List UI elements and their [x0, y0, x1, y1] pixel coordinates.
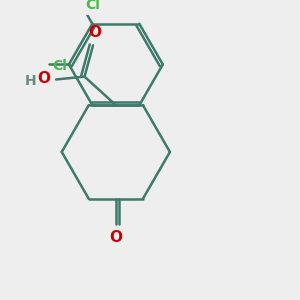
- Text: H: H: [25, 74, 37, 88]
- Text: Cl: Cl: [85, 0, 100, 12]
- Text: O: O: [109, 230, 122, 244]
- Text: O: O: [37, 70, 50, 86]
- Text: Cl: Cl: [52, 59, 67, 73]
- Text: O: O: [88, 25, 101, 40]
